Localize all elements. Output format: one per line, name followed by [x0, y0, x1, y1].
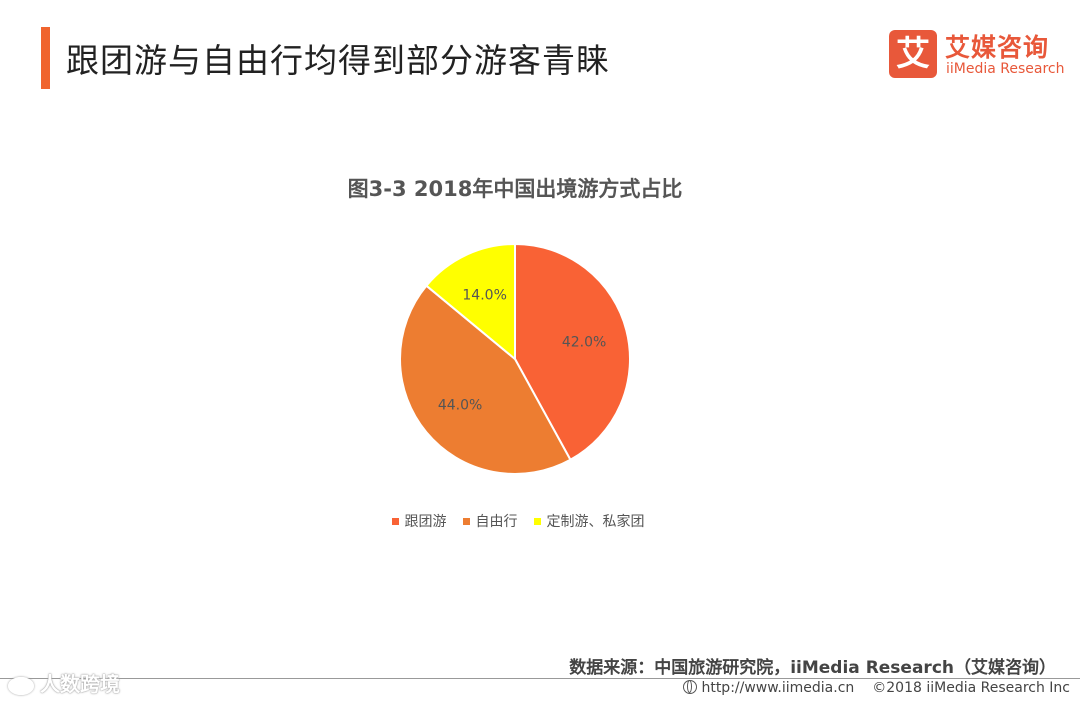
legend-item-1: 跟团游	[391, 511, 447, 531]
logo: 艾 艾媒咨询 iiMedia Research	[889, 30, 1065, 82]
logo-name-cn: 艾媒咨询	[945, 33, 1050, 62]
legend-label: 跟团游	[404, 514, 447, 530]
pie-slice-1	[514, 242, 631, 462]
pie-label-2: 44.0%	[438, 397, 482, 413]
legend-swatch	[533, 517, 541, 525]
legend-swatch	[391, 517, 399, 525]
weibo-icon	[8, 676, 34, 695]
legend-item-2: 自由行	[462, 511, 518, 531]
logo-mark-icon: 艾	[889, 30, 937, 78]
pie-label-1: 42.0%	[562, 334, 606, 350]
footer-url[interactable]: http://www.iimedia.cn	[701, 680, 855, 696]
legend-label: 自由行	[475, 514, 518, 530]
pie-slice-2	[399, 284, 572, 475]
legend-item-3: 定制游、私家团	[533, 511, 645, 531]
logo-name-en: iiMedia Research	[946, 61, 1065, 77]
title-accent-bar	[41, 27, 50, 89]
page-title: 跟团游与自由行均得到部分游客青睐	[66, 41, 610, 80]
data-source: 数据来源：中国旅游研究院，iiMedia Research（艾媒咨询）	[569, 658, 1056, 678]
legend-swatch	[462, 517, 470, 525]
pie-slice-3	[424, 242, 516, 362]
pie-label-3: 14.0%	[462, 287, 506, 303]
legend-label: 定制游、私家团	[546, 514, 645, 530]
watermark: 人数跨境	[8, 668, 120, 697]
footer-divider	[0, 678, 1080, 679]
chart-legend: 跟团游 自由行 定制游、私家团	[0, 511, 1036, 531]
globe-icon	[683, 680, 698, 694]
chart-title: 图3-3 2018年中国出境游方式占比	[347, 177, 683, 201]
footer-copyright: ©2018 iiMedia Research Inc	[872, 680, 1070, 696]
watermark-text: 人数跨境	[40, 672, 120, 696]
footer: http://www.iimedia.cn ©2018 iiMedia Resea…	[683, 680, 1070, 696]
